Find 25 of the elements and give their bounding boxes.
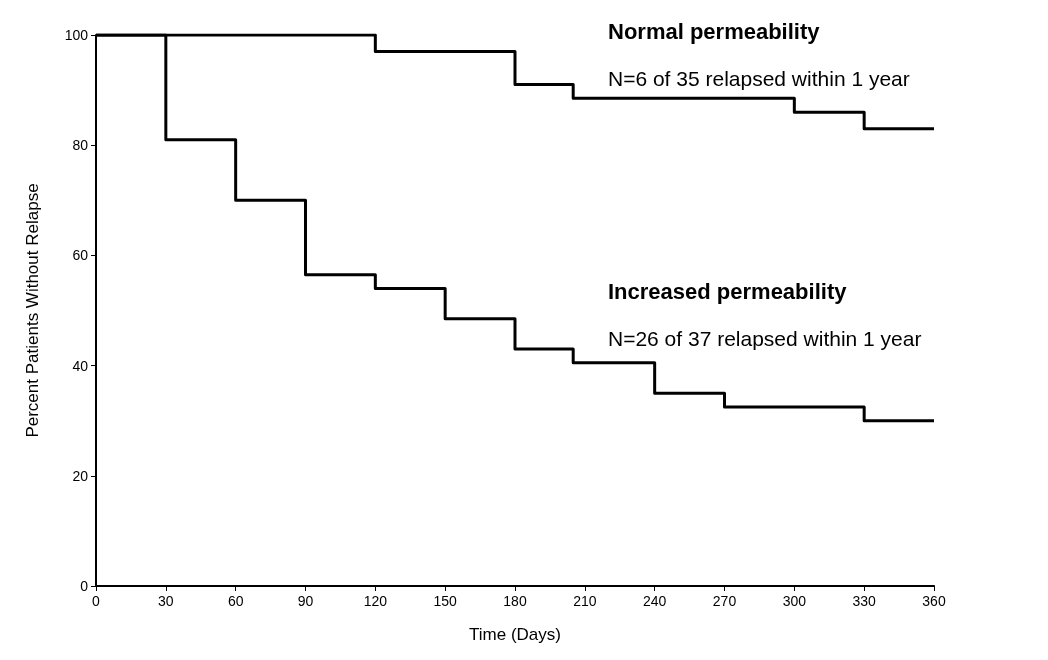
x-tick-label: 120: [363, 593, 388, 609]
y-tick-label: 80: [72, 137, 89, 154]
annotation: N=26 of 37 relapsed within 1 year: [608, 327, 922, 350]
x-tick-label: 360: [922, 593, 946, 609]
annotation: N=6 of 35 relapsed within 1 year: [608, 67, 910, 90]
x-tick-label: 210: [573, 593, 597, 609]
x-tick-label: 60: [227, 593, 244, 609]
y-tick-label: 0: [80, 578, 89, 594]
x-tick-label: 270: [712, 593, 737, 609]
y-tick-label: 40: [72, 357, 89, 374]
text: Normal permeability: [608, 18, 821, 44]
y-tick-label: 60: [72, 247, 89, 264]
x-tick-label: 330: [852, 593, 877, 609]
y-tick-label: 20: [72, 467, 89, 484]
y-axis-title: Percent Patients Without Relapse: [23, 183, 42, 438]
text: Increased permeability: [608, 278, 848, 304]
x-axis-title: Time (Days): [469, 625, 561, 644]
x-tick-label: 180: [503, 593, 527, 609]
x-tick-label: 90: [297, 593, 314, 609]
x-tick-label: 0: [92, 593, 101, 609]
x-tick-label: 240: [642, 593, 667, 609]
y-tick-label: 100: [64, 27, 89, 43]
x-tick-label: 30: [158, 593, 174, 609]
x-tick-label: 150: [433, 593, 458, 609]
x-tick-label: 300: [782, 593, 807, 609]
